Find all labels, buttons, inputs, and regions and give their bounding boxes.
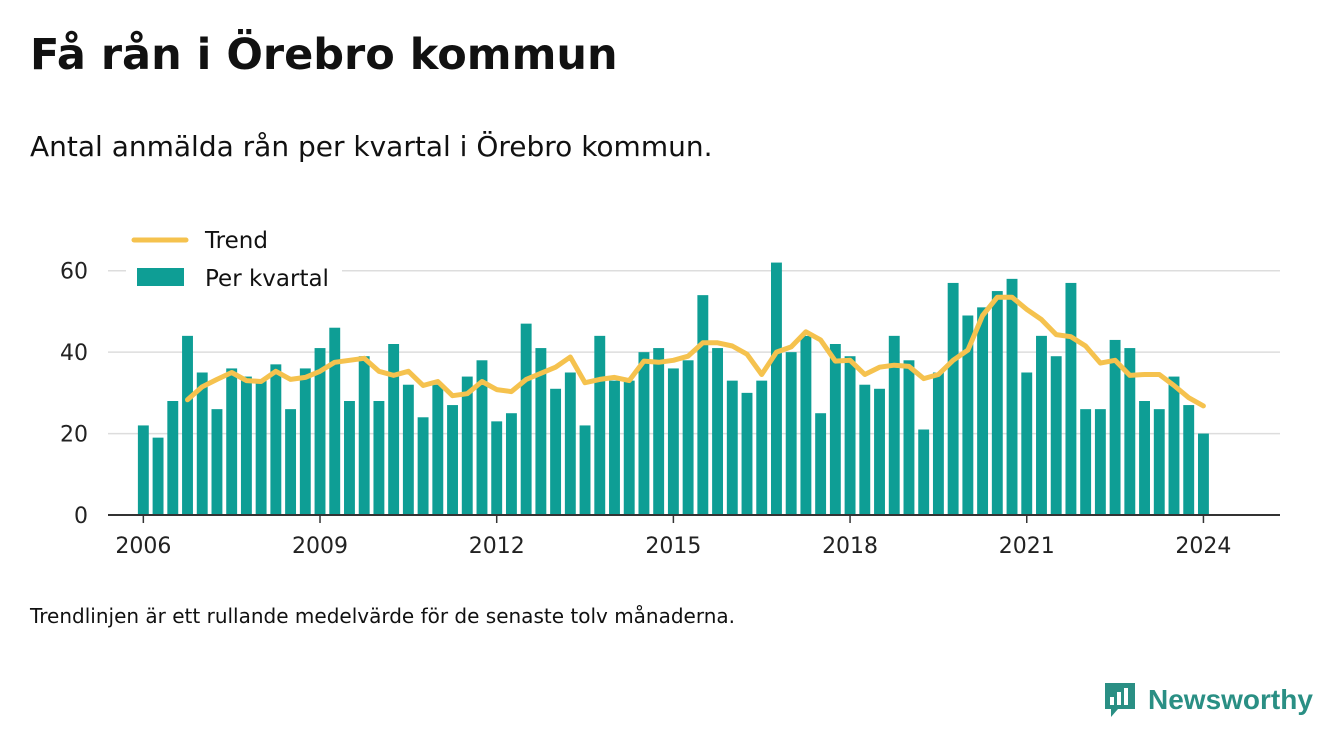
legend-trend-label: Trend bbox=[204, 228, 268, 254]
legend-bar-swatch bbox=[137, 268, 184, 286]
bar bbox=[564, 372, 576, 515]
bar bbox=[829, 344, 841, 515]
bar bbox=[932, 372, 944, 515]
x-tick-label: 2024 bbox=[1175, 534, 1231, 559]
chart-subtitle: Antal anmälda rån per kvartal i Örebro k… bbox=[30, 130, 713, 163]
bar bbox=[638, 352, 650, 515]
bar bbox=[579, 425, 591, 515]
bar bbox=[1036, 335, 1047, 515]
bar bbox=[1124, 348, 1136, 515]
bar bbox=[623, 380, 635, 515]
bar bbox=[182, 335, 193, 515]
bar bbox=[815, 413, 827, 515]
brand: Newsworthy bbox=[1102, 680, 1313, 720]
y-tick-label: 0 bbox=[74, 504, 88, 529]
bar bbox=[1050, 356, 1062, 515]
brand-name: Newsworthy bbox=[1148, 684, 1313, 715]
bar bbox=[1021, 372, 1033, 515]
bar bbox=[903, 360, 915, 515]
footnote: Trendlinjen är ett rullande medelvärde f… bbox=[30, 604, 736, 628]
bar bbox=[609, 380, 620, 515]
bar bbox=[226, 368, 238, 515]
bar bbox=[388, 344, 400, 515]
bar bbox=[962, 315, 974, 515]
bar bbox=[977, 307, 989, 515]
legend-background bbox=[126, 224, 342, 300]
bar bbox=[417, 417, 429, 515]
bar bbox=[329, 327, 341, 515]
bar bbox=[137, 425, 149, 515]
bar bbox=[447, 405, 458, 515]
bar bbox=[152, 437, 164, 515]
bar bbox=[461, 376, 473, 515]
bar bbox=[1065, 282, 1077, 515]
bar bbox=[314, 348, 326, 515]
bar bbox=[726, 380, 738, 515]
bar bbox=[1168, 376, 1180, 515]
bar bbox=[299, 368, 311, 515]
bar bbox=[697, 295, 709, 515]
bar bbox=[991, 291, 1003, 515]
bar bbox=[196, 372, 208, 515]
bar bbox=[373, 401, 385, 515]
bar bbox=[402, 384, 414, 515]
bar bbox=[535, 348, 547, 515]
bar bbox=[1080, 409, 1092, 515]
bar bbox=[947, 282, 959, 515]
bar bbox=[667, 368, 679, 515]
y-tick-label: 40 bbox=[60, 341, 88, 366]
bar bbox=[520, 323, 532, 515]
bar bbox=[771, 262, 782, 515]
x-tick-label: 2012 bbox=[469, 534, 525, 559]
newsworthy-logo-icon bbox=[1105, 683, 1135, 717]
bar bbox=[255, 380, 267, 515]
bar bbox=[550, 388, 562, 515]
bar bbox=[756, 380, 768, 515]
bar bbox=[476, 360, 488, 515]
x-tick-label: 2006 bbox=[115, 534, 171, 559]
bar bbox=[1094, 409, 1106, 515]
bar-line-chart: 0 20 40 60 2006 2009 2012 2015 2018 2021 2024 Tren… bbox=[60, 224, 1280, 559]
bar bbox=[240, 376, 252, 515]
bar bbox=[285, 409, 297, 515]
bar bbox=[653, 348, 665, 515]
bar bbox=[785, 352, 797, 515]
bar bbox=[712, 348, 724, 515]
bar-series bbox=[137, 262, 1209, 515]
y-tick-label: 20 bbox=[60, 423, 88, 448]
x-tick-label: 2018 bbox=[822, 534, 878, 559]
legend: Trend Per kvartal bbox=[126, 224, 342, 300]
bar bbox=[1109, 339, 1121, 515]
bar bbox=[211, 409, 223, 515]
bar bbox=[1183, 405, 1195, 515]
y-tick-label: 60 bbox=[60, 260, 88, 285]
bar bbox=[918, 429, 930, 515]
bar bbox=[800, 335, 812, 515]
chart-title: Få rån i Örebro kommun bbox=[30, 30, 618, 80]
bar bbox=[594, 335, 606, 515]
bar bbox=[844, 356, 856, 515]
bar bbox=[432, 384, 444, 515]
bar bbox=[491, 421, 503, 515]
x-tick-label: 2015 bbox=[645, 534, 701, 559]
bar bbox=[344, 401, 355, 515]
bar bbox=[167, 401, 179, 515]
bar bbox=[270, 364, 282, 515]
bar bbox=[505, 413, 517, 515]
x-tick-label: 2009 bbox=[292, 534, 348, 559]
bar bbox=[682, 360, 694, 515]
axes: 0 20 40 60 2006 2009 2012 2015 2018 2021 2024 bbox=[60, 260, 1280, 559]
bar bbox=[874, 388, 885, 515]
bar bbox=[859, 384, 871, 515]
bar bbox=[1139, 401, 1150, 515]
bar bbox=[741, 392, 753, 515]
trend-line bbox=[185, 294, 1206, 409]
bar bbox=[888, 335, 900, 515]
bar bbox=[1197, 433, 1209, 515]
bar bbox=[1006, 278, 1018, 515]
legend-bar-label: Per kvartal bbox=[205, 266, 329, 292]
bar bbox=[358, 356, 370, 515]
bar bbox=[1153, 409, 1165, 515]
x-tick-label: 2021 bbox=[999, 534, 1055, 559]
